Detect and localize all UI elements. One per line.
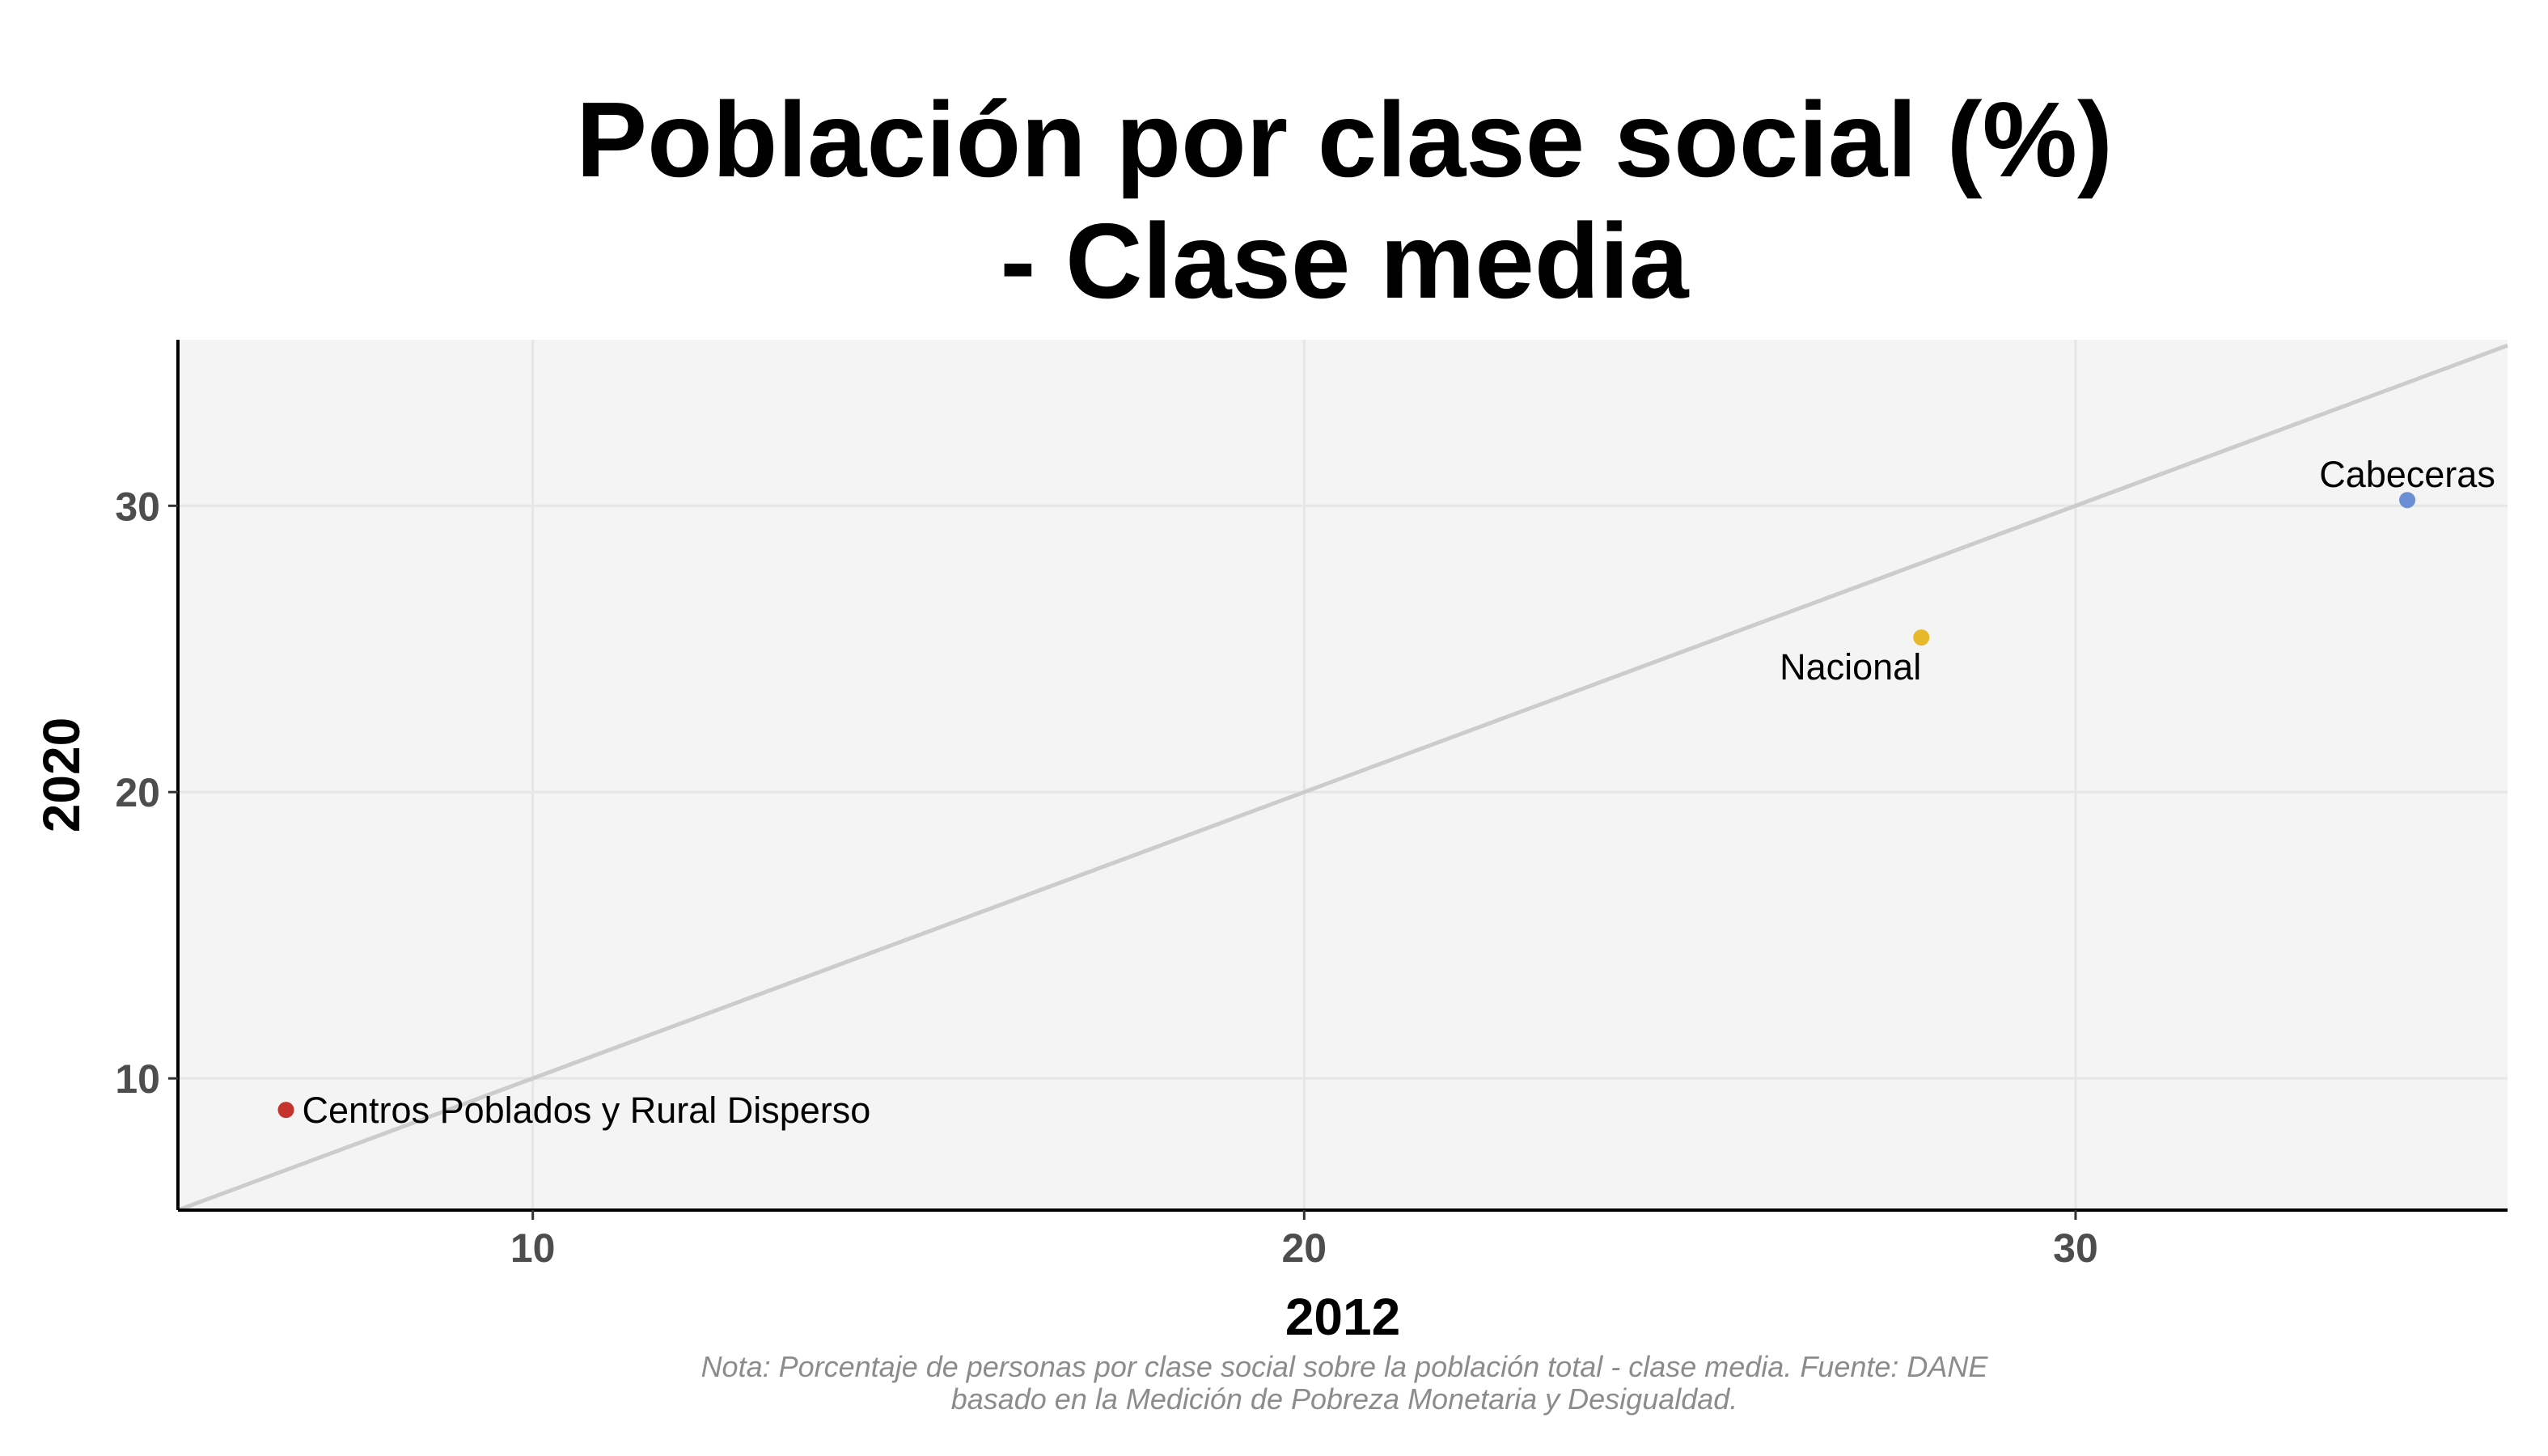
reference-line-identity	[177, 343, 2508, 1213]
y-tick-label-20: 20	[115, 770, 160, 815]
data-point-2	[2399, 492, 2416, 509]
y-tick-label-10: 10	[115, 1056, 160, 1102]
chart-title-line-2: - Clase media	[1000, 201, 1690, 320]
data-point-label-2: Cabeceras	[2319, 454, 2495, 495]
x-tick-label-10: 10	[510, 1225, 556, 1271]
x-tick-label-20: 20	[1282, 1225, 1327, 1271]
data-point-label-0: Centros Poblados y Rural Disperso	[303, 1090, 871, 1131]
data-point-1	[1913, 629, 1930, 646]
y-axis-ticks: 10 20 30	[115, 484, 178, 1102]
data-point-0	[277, 1102, 294, 1119]
x-tick-label-30: 30	[2053, 1225, 2098, 1271]
y-tick-label-30: 30	[115, 484, 160, 529]
y-axis-title: 2020	[32, 717, 91, 832]
x-axis-title: 2012	[1285, 1288, 1400, 1346]
grid-lines	[178, 340, 2508, 1210]
data-points: Centros Poblados y Rural Disperso Naciona…	[277, 454, 2495, 1131]
data-point-label-1: Nacional	[1780, 646, 1921, 688]
x-axis-ticks: 10 20 30	[510, 1210, 2098, 1271]
source-note-line-2: basado en la Medición de Pobreza Monetar…	[951, 1382, 1738, 1416]
source-note-line-1: Nota: Porcentaje de personas por clase s…	[701, 1350, 1989, 1383]
chart-title-line-1: Población por clase social (%)	[576, 80, 2113, 199]
